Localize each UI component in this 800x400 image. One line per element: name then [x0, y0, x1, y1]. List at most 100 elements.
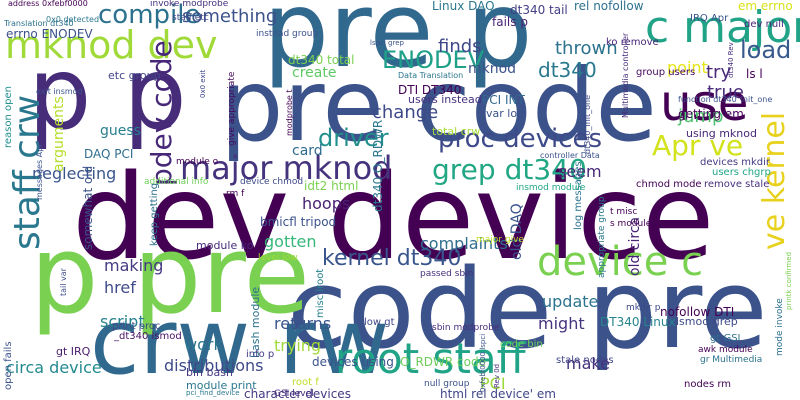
cloud-word: major give: [476, 235, 524, 245]
cloud-word: DT340 Linux: [600, 315, 676, 329]
cloud-word: dt340 O_RDWR: [371, 119, 385, 212]
cloud-word: p pre: [30, 213, 310, 338]
cloud-word: thrown: [555, 38, 618, 59]
cloud-word: 0x0 detected: [46, 15, 100, 24]
cloud-word: code pre: [287, 245, 768, 373]
cloud-word: dev null: [744, 19, 784, 30]
cloud-word: rel nofollow: [574, 0, 644, 13]
cloud-word: card: [292, 143, 323, 159]
cloud-word: address 0xfebf0000: [8, 0, 88, 8]
cloud-word: ls l: [746, 67, 763, 81]
cloud-word: use: [660, 74, 749, 132]
cloud-word: gt GSI: [710, 333, 741, 344]
cloud-word: printk confirmed: [785, 251, 793, 310]
cloud-word: finds: [438, 36, 482, 57]
cloud-word: jump: [678, 106, 724, 127]
cloud-word: module ko: [196, 239, 254, 252]
cloud-word: point: [667, 58, 708, 77]
cloud-word: device c: [537, 239, 704, 285]
cloud-word: PCI INT: [482, 93, 525, 107]
cloud-word: etc group: [108, 69, 161, 82]
cloud-word: driver: [318, 124, 389, 152]
cloud-word: sbin modprobe: [432, 323, 500, 333]
cloud-word: root f: [292, 377, 319, 388]
cloud-word: p p: [28, 35, 187, 152]
cloud-word: ko remove: [606, 37, 659, 48]
cloud-word: somewhat old: [81, 165, 95, 250]
cloud-word: work: [184, 335, 223, 354]
cloud-word: level low: [258, 253, 298, 263]
cloud-word: lspci grep: [370, 39, 404, 47]
cloud-word: proc devices: [438, 124, 603, 154]
cloud-word: character devices: [244, 387, 351, 400]
cloud-word: remove stale: [704, 179, 770, 190]
cloud-word: log messages: [573, 161, 584, 230]
cloud-word: load: [740, 36, 792, 64]
cloud-word: dt340_init_one: [583, 94, 592, 154]
cloud-word: t misc: [610, 207, 638, 217]
cloud-word: users instead: [408, 93, 482, 106]
cloud-word: distributions: [164, 356, 264, 375]
cloud-word: dt340 Rev: [727, 42, 735, 78]
cloud-word: staff etc: [172, 13, 209, 23]
cloud-word: compile: [98, 0, 201, 30]
cloud-word: fails p: [492, 15, 528, 29]
cloud-word: additional info: [144, 177, 209, 187]
cloud-word: dt340 tail: [510, 3, 568, 17]
cloud-word: make: [566, 354, 610, 373]
cloud-word: nodes rm: [684, 379, 732, 390]
cloud-word: pdev code: [145, 40, 178, 186]
cloud-word: update: [542, 292, 599, 311]
cloud-word: major mknod: [180, 149, 393, 187]
cloud-word: returns: [274, 314, 332, 333]
cloud-word: kernel dt340: [322, 246, 462, 271]
cloud-word: stale nodes: [556, 355, 614, 366]
cloud-word: dt340 total: [288, 53, 355, 67]
cloud-word: _dt340 lsmod: [114, 331, 182, 342]
cloud-word: ENODEV: [382, 46, 485, 74]
cloud-word: misc lroot: [315, 268, 326, 318]
cloud-word: neglecting: [32, 164, 117, 183]
cloud-word: bmicfl tripod: [260, 215, 337, 229]
cloud-word: low gt: [364, 317, 395, 328]
cloud-word: invoke modprobe: [150, 0, 229, 9]
cloud-word: Linux DAQ: [432, 0, 495, 13]
cloud-word: mknod dev: [5, 23, 218, 67]
cloud-word: messages Apr: [35, 143, 44, 200]
cloud-word: controller Data: [540, 151, 600, 160]
cloud-word: gr Multimedia: [700, 355, 763, 365]
cloud-word: seem: [558, 162, 602, 181]
cloud-word: complaints: [420, 234, 508, 253]
cloud-word: Apr ve: [652, 129, 744, 162]
cloud-word: info p: [246, 349, 275, 360]
cloud-word: pre code: [220, 47, 657, 164]
cloud-word: using mknod: [686, 127, 757, 140]
cloud-word: circa device: [6, 358, 102, 377]
cloud-word: root staff: [335, 334, 526, 383]
cloud-word: arguments: [51, 96, 67, 172]
cloud-word: s module: [610, 219, 652, 229]
cloud-word: script: [100, 312, 145, 331]
cloud-word: print proc: [112, 321, 161, 332]
cloud-word: reason open: [3, 86, 14, 148]
cloud-word: mode invoke: [775, 298, 785, 356]
cloud-word: open fails: [3, 341, 14, 390]
cloud-word: mknod: [468, 61, 517, 77]
cloud-word: DAQ PCI: [84, 147, 134, 161]
cloud-word: device chmod: [240, 177, 304, 187]
cloud-word: IRQ Apr: [690, 13, 729, 24]
cloud-word: GSI level: [274, 389, 314, 399]
cloud-word: group users: [636, 67, 696, 78]
cloud-word: appropriate group: [597, 196, 607, 278]
cloud-word: module o: [176, 157, 219, 167]
cloud-word: guess: [100, 123, 141, 139]
cloud-word: might: [538, 314, 585, 333]
cloud-word: 0x0 exit: [199, 69, 207, 98]
cloud-word: module print: [186, 379, 257, 392]
cloud-word: users chgrp: [712, 167, 771, 178]
cloud-word: dt340: [538, 58, 597, 82]
cloud-word: Multimedia controller: [621, 32, 630, 118]
cloud-word: crw rw: [90, 290, 390, 395]
cloud-word: var log: [486, 107, 525, 120]
